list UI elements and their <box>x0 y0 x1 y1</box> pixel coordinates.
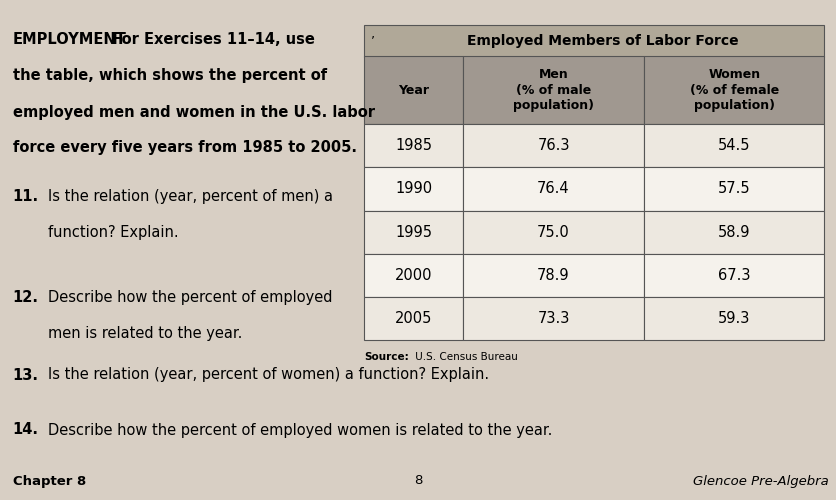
Bar <box>643 56 823 124</box>
Text: Is the relation (year, percent of women) a function? Explain.: Is the relation (year, percent of women)… <box>48 368 488 382</box>
Text: 2005: 2005 <box>395 311 431 326</box>
Text: Year: Year <box>398 84 429 97</box>
Text: 2000: 2000 <box>395 268 432 283</box>
Bar <box>364 210 462 254</box>
Bar <box>462 297 643 340</box>
Text: 14.: 14. <box>13 422 38 438</box>
Text: employed men and women in the U.S. labor: employed men and women in the U.S. labor <box>13 104 374 120</box>
Bar <box>643 210 823 254</box>
Text: men is related to the year.: men is related to the year. <box>48 326 242 341</box>
Text: 54.5: 54.5 <box>717 138 750 154</box>
Text: U.S. Census Bureau: U.S. Census Bureau <box>411 352 517 362</box>
Bar <box>364 56 462 124</box>
Text: 58.9: 58.9 <box>717 224 750 240</box>
Text: 73.3: 73.3 <box>537 311 569 326</box>
Text: 59.3: 59.3 <box>717 311 750 326</box>
Bar <box>364 168 462 210</box>
Text: EMPLOYMENT: EMPLOYMENT <box>13 32 126 48</box>
Bar <box>643 254 823 297</box>
Text: 12.: 12. <box>13 290 38 305</box>
Bar <box>643 124 823 168</box>
Text: 67.3: 67.3 <box>717 268 750 283</box>
Text: 1985: 1985 <box>395 138 431 154</box>
Text: Source:: Source: <box>364 352 408 362</box>
Bar <box>462 56 643 124</box>
Text: 1990: 1990 <box>395 182 431 196</box>
Text: 1995: 1995 <box>395 224 431 240</box>
Text: 76.3: 76.3 <box>537 138 569 154</box>
Bar <box>462 168 643 210</box>
Text: Describe how the percent of employed: Describe how the percent of employed <box>48 290 332 305</box>
Text: force every five years from 1985 to 2005.: force every five years from 1985 to 2005… <box>13 140 356 156</box>
Text: Is the relation (year, percent of men) a: Is the relation (year, percent of men) a <box>48 189 333 204</box>
Text: 75.0: 75.0 <box>537 224 569 240</box>
Bar <box>462 210 643 254</box>
Text: 57.5: 57.5 <box>717 182 750 196</box>
Bar <box>364 25 823 56</box>
Bar <box>462 254 643 297</box>
Text: ’: ’ <box>370 34 375 48</box>
Bar <box>643 168 823 210</box>
Bar <box>364 254 462 297</box>
Bar <box>643 297 823 340</box>
Text: Describe how the percent of employed women is related to the year.: Describe how the percent of employed wom… <box>48 422 552 438</box>
Text: Glencoe Pre-Algebra: Glencoe Pre-Algebra <box>692 474 828 488</box>
Text: 8: 8 <box>414 474 422 488</box>
Text: Employed Members of Labor Force: Employed Members of Labor Force <box>466 34 737 48</box>
Text: Chapter 8: Chapter 8 <box>13 474 86 488</box>
Text: 11.: 11. <box>13 189 38 204</box>
Text: 13.: 13. <box>13 368 38 382</box>
Text: 78.9: 78.9 <box>537 268 569 283</box>
Bar <box>462 124 643 168</box>
Bar <box>364 297 462 340</box>
Text: the table, which shows the percent of: the table, which shows the percent of <box>13 68 326 84</box>
Text: function? Explain.: function? Explain. <box>48 225 178 240</box>
Text: Men
(% of male
population): Men (% of male population) <box>512 68 594 112</box>
Text: Women
(% of female
population): Women (% of female population) <box>689 68 778 112</box>
Bar <box>364 124 462 168</box>
Text: For Exercises 11–14, use: For Exercises 11–14, use <box>102 32 314 48</box>
Text: 76.4: 76.4 <box>537 182 569 196</box>
